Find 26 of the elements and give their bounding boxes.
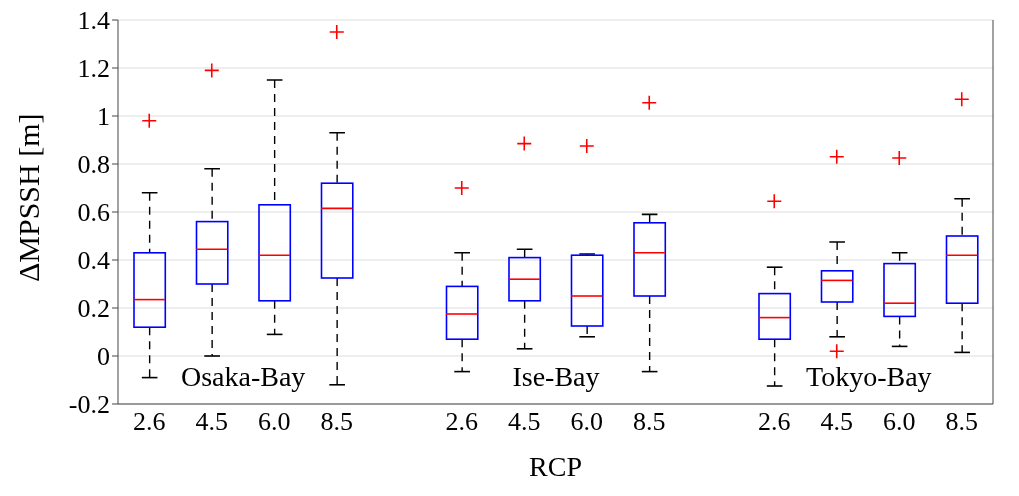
x-tick-label: 6.0 — [258, 407, 291, 437]
annotation: Osaka-Bay — [179, 360, 307, 394]
x-tick-label: 4.5 — [508, 407, 541, 437]
y-tick-label: 0.4 — [77, 246, 110, 276]
x-tick-label: 4.5 — [820, 407, 853, 437]
x-tick-label: 8.5 — [945, 407, 978, 437]
y-tick-label: 1.4 — [77, 6, 110, 36]
x-tick-label: 6.0 — [883, 407, 916, 437]
y-tick-label: 0 — [97, 342, 110, 372]
x-axis-title: RCP — [529, 451, 582, 482]
y-tick-label: 0.6 — [77, 198, 110, 228]
x-tick-label: 2.6 — [445, 407, 478, 437]
y-tick-label: -0.2 — [68, 390, 110, 420]
annotation: Ise-Bay — [511, 360, 601, 394]
y-tick-label: 1 — [97, 102, 110, 132]
y-tick-label: 0.2 — [77, 294, 110, 324]
x-tick-label: 8.5 — [320, 407, 353, 437]
x-tick-label: 4.5 — [195, 407, 228, 437]
y-tick-label: 0.8 — [77, 150, 110, 180]
x-tick-label: 6.0 — [570, 407, 603, 437]
y-tick-label: 1.2 — [77, 54, 110, 84]
x-tick-label: 2.6 — [133, 407, 166, 437]
x-tick-label: 8.5 — [633, 407, 666, 437]
annotation: Tokyo-Bay — [805, 360, 933, 394]
y-axis-title: ΔMPSSH [m] — [11, 113, 45, 282]
x-tick-label: 2.6 — [758, 407, 791, 437]
